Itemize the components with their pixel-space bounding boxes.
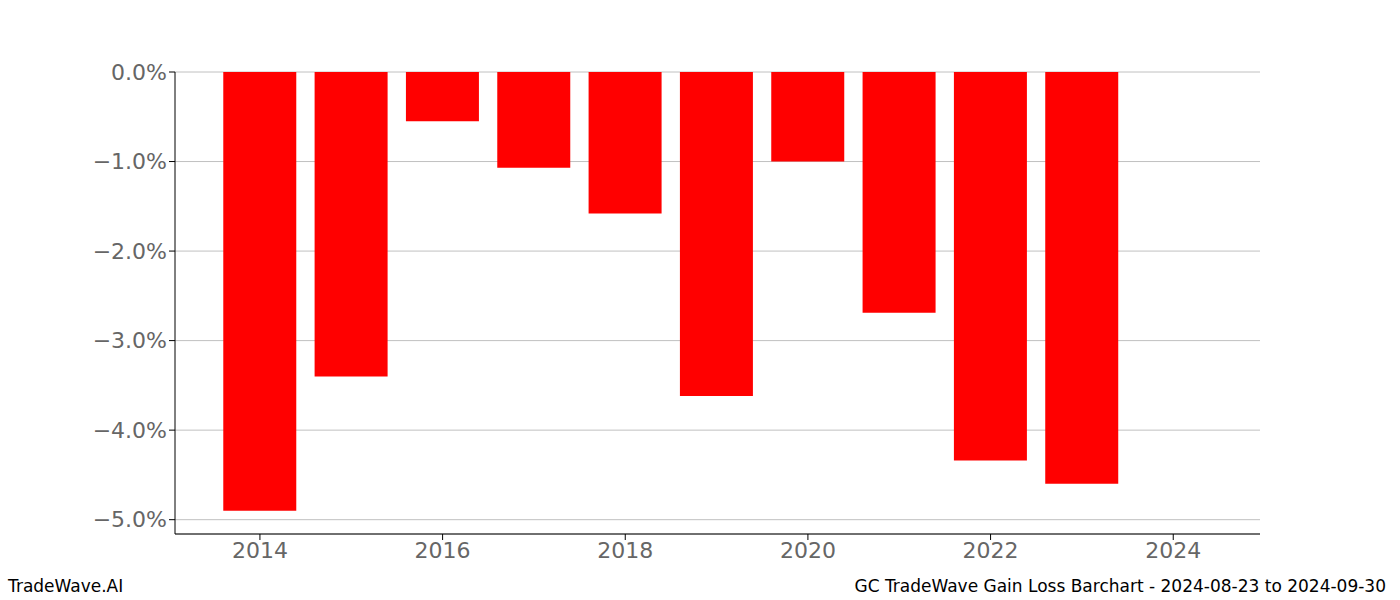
svg-text:−3.0%: −3.0% — [93, 328, 167, 353]
svg-text:−4.0%: −4.0% — [93, 418, 167, 443]
svg-text:−2.0%: −2.0% — [93, 239, 167, 264]
html-text:TradeWave.AI: TradeWave.AI — [8, 576, 124, 596]
svg-text:2024: 2024 — [1145, 538, 1201, 563]
svg-text:−5.0%: −5.0% — [93, 507, 167, 532]
svg-text:2014: 2014 — [232, 538, 288, 563]
svg-text:−1.0%: −1.0% — [93, 149, 167, 174]
svg-text:0.0%: 0.0% — [111, 60, 167, 85]
svg-text:2018: 2018 — [597, 538, 653, 563]
svg-text:2020: 2020 — [780, 538, 836, 563]
html-text:GC TradeWave Gain Loss Barchar: GC TradeWave Gain Loss Barchart - 2024-0… — [854, 576, 1386, 596]
svg-text:2022: 2022 — [963, 538, 1019, 563]
svg-text:2016: 2016 — [415, 538, 471, 563]
